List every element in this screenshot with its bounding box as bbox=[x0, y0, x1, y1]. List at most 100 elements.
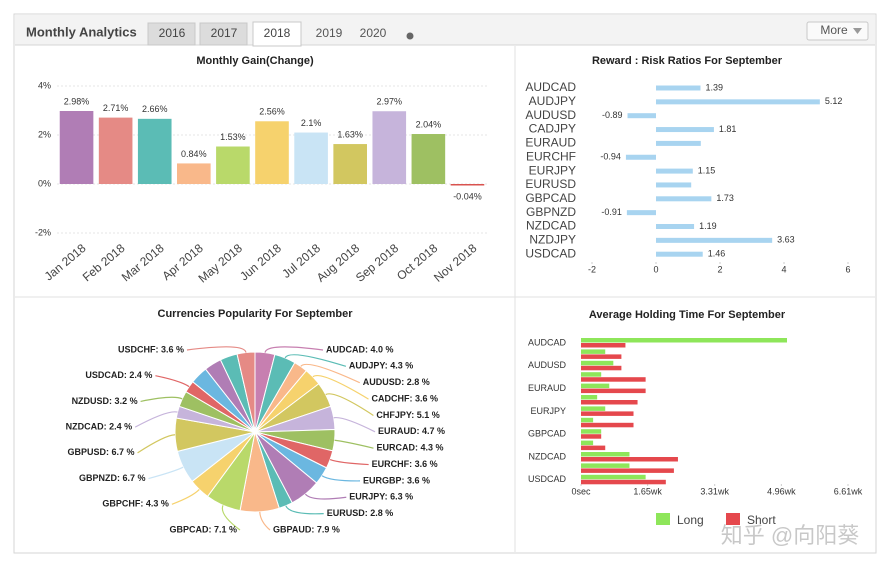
bar bbox=[294, 132, 328, 184]
slice-label: EURCAD: 4.3 % bbox=[376, 443, 443, 453]
x-tick-label: 2 bbox=[717, 264, 722, 274]
value-label: 1.63% bbox=[337, 129, 363, 139]
bar bbox=[59, 110, 94, 184]
value-label: 1.53% bbox=[220, 132, 246, 142]
y-tick-label: EURJPY bbox=[529, 163, 576, 177]
y-tick-label: EURAUD bbox=[525, 136, 576, 150]
leader-line bbox=[259, 511, 271, 531]
legend-label: Short bbox=[747, 513, 776, 527]
slice-label: USDCAD: 2.4 % bbox=[85, 370, 152, 380]
bar bbox=[581, 343, 626, 348]
legend-label: Long bbox=[677, 513, 704, 527]
chart-title: Reward : Risk Ratios For September bbox=[592, 55, 783, 67]
bar bbox=[656, 140, 701, 146]
tab[interactable]: 2018 bbox=[264, 26, 291, 40]
slice-label: GBPUSD: 6.7 % bbox=[68, 447, 135, 457]
value-label: -0.94 bbox=[600, 152, 621, 162]
bar bbox=[411, 134, 446, 184]
value-label: -0.91 bbox=[601, 207, 622, 217]
slice-label: USDCHF: 3.6 % bbox=[118, 344, 184, 354]
tab-dot[interactable] bbox=[406, 32, 414, 40]
slice-label: GBPCAD: 7.1 % bbox=[169, 524, 237, 534]
header-bar bbox=[15, 15, 875, 45]
leader-line bbox=[186, 346, 247, 353]
leader-line bbox=[329, 459, 369, 466]
slice-label: EURAUD: 4.7 % bbox=[378, 426, 445, 436]
x-tick-label: 0 bbox=[653, 264, 658, 274]
leader-line bbox=[333, 416, 376, 433]
legend-swatch bbox=[726, 513, 740, 525]
x-tick-label: 0sec bbox=[571, 486, 591, 496]
leader-line bbox=[137, 434, 176, 454]
more-button[interactable] bbox=[806, 21, 869, 41]
leader-line bbox=[334, 439, 374, 449]
tab-bg-active[interactable] bbox=[252, 21, 302, 47]
more-label[interactable]: More bbox=[820, 23, 848, 37]
bar bbox=[581, 338, 788, 343]
bar bbox=[177, 163, 211, 184]
bar bbox=[627, 113, 656, 119]
watermark: 知乎 @向阳葵 bbox=[721, 523, 859, 548]
leader-line bbox=[285, 505, 324, 515]
slice-label: CADCHF: 3.6 % bbox=[371, 393, 438, 403]
bar bbox=[656, 251, 703, 257]
header-title: Monthly Analytics bbox=[26, 24, 137, 39]
tab[interactable]: 2019 bbox=[316, 26, 343, 40]
slice-label: EURGBP: 3.6 % bbox=[363, 475, 430, 485]
bar bbox=[625, 154, 656, 160]
leader-line bbox=[300, 363, 361, 384]
bar bbox=[581, 468, 674, 473]
y-tick-label: AUDCAD bbox=[525, 80, 576, 94]
tab[interactable]: 2017 bbox=[211, 26, 238, 40]
x-tick-label: 4.96wk bbox=[767, 486, 796, 496]
bar bbox=[450, 184, 485, 186]
leader-line bbox=[148, 466, 184, 480]
slice-label: CHFJPY: 5.1 % bbox=[376, 410, 439, 420]
y-tick-label: GBPNZD bbox=[526, 205, 576, 219]
leader-line bbox=[155, 375, 190, 388]
bar bbox=[581, 383, 610, 389]
x-tick-label: -2 bbox=[588, 264, 596, 274]
x-tick-label: 4 bbox=[781, 264, 786, 274]
bar bbox=[581, 400, 638, 405]
value-label: 1.39 bbox=[705, 82, 723, 92]
slice-label: GBPAUD: 7.9 % bbox=[273, 524, 340, 534]
tab-bg[interactable] bbox=[147, 22, 196, 46]
y-tick-label: AUDUSD bbox=[525, 108, 576, 122]
y-tick-label: NZDCAD bbox=[529, 451, 567, 461]
slice-label: NZDCAD: 2.4 % bbox=[66, 422, 133, 432]
slice-label: AUDJPY: 4.3 % bbox=[349, 361, 413, 371]
leader-line bbox=[221, 505, 241, 531]
x-tick-label: 3.31wk bbox=[700, 486, 729, 496]
bar bbox=[581, 372, 602, 377]
chart-title: Average Holding Time For September bbox=[589, 309, 786, 321]
value-label: 2.71% bbox=[103, 103, 129, 113]
legend-swatch bbox=[656, 513, 670, 525]
value-label: -0.89 bbox=[602, 110, 623, 120]
bar bbox=[581, 457, 678, 462]
tab[interactable]: 2020 bbox=[360, 26, 387, 40]
y-tick-label: EURUSD bbox=[525, 177, 576, 191]
value-label: 2.04% bbox=[416, 119, 442, 129]
leader-line bbox=[304, 493, 347, 500]
bar bbox=[581, 406, 606, 411]
value-label: 1.81 bbox=[719, 124, 737, 134]
y-tick-label: EURAUD bbox=[528, 383, 567, 393]
y-tick-label: GBPCAD bbox=[528, 429, 567, 439]
x-tick-label: 1.65wk bbox=[633, 486, 662, 496]
bar bbox=[216, 146, 250, 184]
bar bbox=[372, 111, 407, 184]
tab-bg[interactable] bbox=[199, 22, 248, 46]
bar bbox=[581, 417, 594, 423]
slice-label: AUDCAD: 4.0 % bbox=[326, 344, 394, 354]
y-tick-label: GBPCAD bbox=[525, 191, 576, 205]
value-label: 1.46 bbox=[708, 249, 726, 259]
leader-line bbox=[312, 374, 369, 400]
bar bbox=[333, 144, 367, 184]
y-tick-label: CADJPY bbox=[529, 122, 576, 136]
bar bbox=[626, 210, 656, 216]
slice-label: EURJPY: 6.3 % bbox=[349, 492, 413, 502]
chart-title: Monthly Gain(Change) bbox=[196, 55, 314, 67]
tab[interactable]: 2016 bbox=[159, 26, 186, 40]
